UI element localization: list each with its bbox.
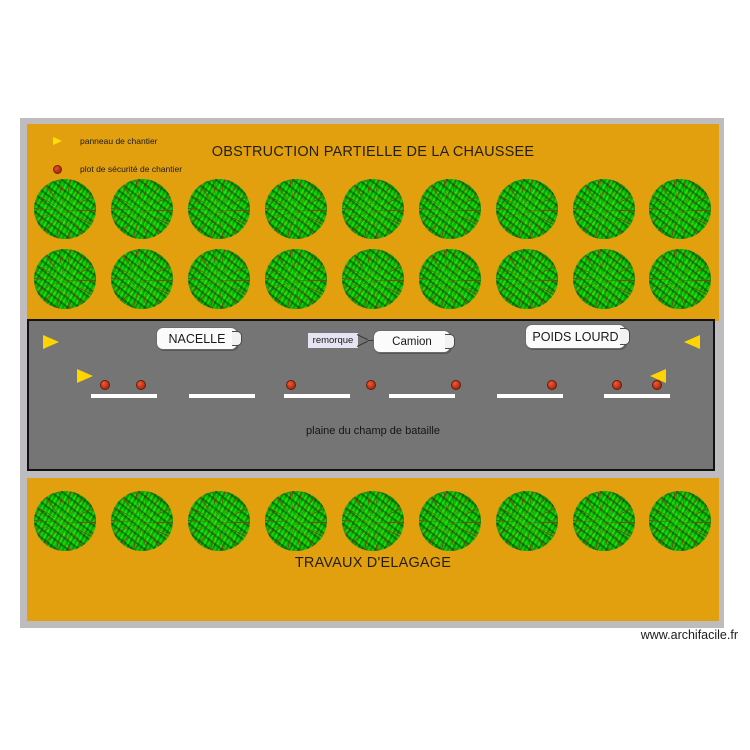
legend-item-label: panneau de chantier xyxy=(80,136,158,146)
tree-icon xyxy=(265,249,328,309)
red-cone-icon xyxy=(44,164,70,174)
tree-icon xyxy=(188,249,251,309)
tree-icon xyxy=(418,491,481,551)
tree-icon xyxy=(34,179,97,239)
legend-item-plot: plot de sécurité de chantier xyxy=(44,158,304,180)
legend-item-label: plot de sécurité de chantier xyxy=(80,164,183,174)
yellow-arrow-icon xyxy=(44,137,70,145)
watermark: www.archifacile.fr xyxy=(640,628,738,642)
tree-row-bottom-1 xyxy=(27,488,719,554)
tree-icon xyxy=(34,249,97,309)
vehicle-nacelle[interactable]: NACELLE xyxy=(156,327,242,350)
tree-icon xyxy=(341,491,404,551)
tree-icon xyxy=(418,179,481,239)
safety-cone-icon xyxy=(451,380,461,390)
barrier-segment xyxy=(189,394,255,398)
vehicle-label: POIDS LOURD xyxy=(532,329,619,344)
barrier-segment xyxy=(284,394,350,398)
barrier-segment xyxy=(389,394,455,398)
tree-icon xyxy=(418,249,481,309)
tree-icon xyxy=(572,179,635,239)
tree-icon xyxy=(111,491,174,551)
tree-icon xyxy=(34,491,97,551)
safety-cone-icon xyxy=(136,380,146,390)
safety-cone-icon xyxy=(612,380,622,390)
vehicle-poids-lourd[interactable]: POIDS LOURD xyxy=(525,324,630,349)
bottom-parcel-title: TRAVAUX D'ELAGAGE xyxy=(294,555,452,571)
vehicle-label: remorque xyxy=(312,335,354,346)
tree-row-top-2 xyxy=(27,246,719,312)
tree-icon xyxy=(111,179,174,239)
road-caption: plaine du champ de bataille xyxy=(306,425,440,437)
tree-icon xyxy=(495,491,558,551)
top-parcel-title: OBSTRUCTION PARTIELLE DE LA CHAUSSEE xyxy=(211,144,535,160)
tree-icon xyxy=(649,179,712,239)
vehicle-tail-icon xyxy=(232,331,242,346)
tree-icon xyxy=(495,179,558,239)
safety-cone-icon xyxy=(366,380,376,390)
tree-icon xyxy=(649,491,712,551)
barrier-segment xyxy=(497,394,563,398)
barrier-segment xyxy=(604,394,670,398)
tree-icon xyxy=(341,249,404,309)
tree-icon xyxy=(265,491,328,551)
barrier-segment xyxy=(91,394,157,398)
safety-cone-icon xyxy=(286,380,296,390)
sign-arrow-icon xyxy=(43,335,59,349)
tree-icon xyxy=(188,179,251,239)
vehicle-tail-icon xyxy=(445,334,455,349)
vehicle-remorque[interactable]: remorque xyxy=(308,333,358,348)
tree-icon xyxy=(265,179,328,239)
safety-cone-icon xyxy=(652,380,662,390)
sign-arrow-icon xyxy=(650,369,666,383)
legend: panneau de chantier plot de sécurité de … xyxy=(44,130,304,186)
safety-cone-icon xyxy=(100,380,110,390)
tree-icon xyxy=(572,249,635,309)
sign-arrow-icon xyxy=(77,369,93,383)
vehicle-label: Camion xyxy=(392,335,432,348)
plan-canvas[interactable]: panneau de chantier plot de sécurité de … xyxy=(20,118,724,628)
vehicle-label: NACELLE xyxy=(168,331,226,346)
hitch-connector-icon xyxy=(357,334,377,347)
tree-icon xyxy=(188,491,251,551)
safety-cone-icon xyxy=(547,380,557,390)
legend-item-panneau: panneau de chantier xyxy=(44,130,304,152)
sign-arrow-icon xyxy=(684,335,700,349)
tree-icon xyxy=(649,249,712,309)
tree-icon xyxy=(111,249,174,309)
tree-icon xyxy=(572,491,635,551)
vehicle-tail-icon xyxy=(620,328,630,345)
vehicle-camion[interactable]: Camion xyxy=(373,330,455,353)
tree-icon xyxy=(495,249,558,309)
tree-row-top-1 xyxy=(27,176,719,242)
tree-icon xyxy=(341,179,404,239)
